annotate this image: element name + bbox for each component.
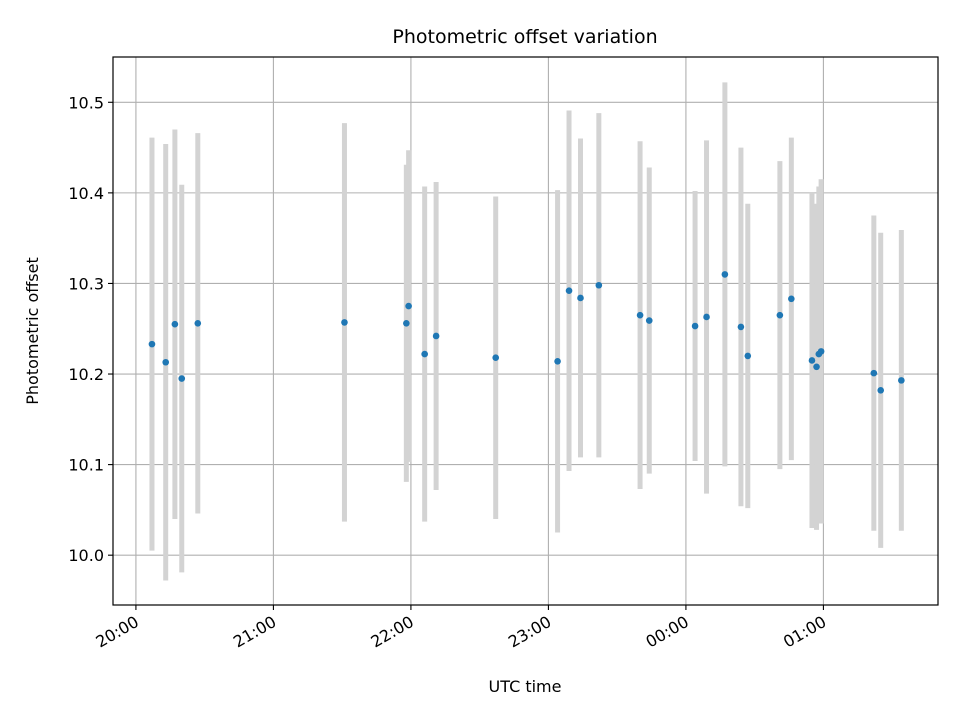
data-point xyxy=(432,332,440,340)
y-tick-label: 10.4 xyxy=(68,184,104,203)
y-tick-label: 10.5 xyxy=(68,93,104,112)
data-point xyxy=(421,350,428,358)
data-point xyxy=(744,352,752,360)
data-point xyxy=(341,319,348,326)
data-point xyxy=(721,271,729,278)
data-point xyxy=(492,354,500,362)
data-point xyxy=(405,302,412,310)
data-point xyxy=(870,369,878,377)
data-point xyxy=(703,313,710,321)
data-point xyxy=(898,377,905,384)
y-tick-label: 10.3 xyxy=(68,274,104,293)
data-point xyxy=(554,358,561,365)
data-point xyxy=(636,311,644,319)
data-point xyxy=(577,294,584,302)
data-point xyxy=(813,363,820,371)
data-point xyxy=(776,311,784,319)
data-point xyxy=(403,320,410,327)
data-point xyxy=(162,358,170,366)
data-point xyxy=(788,295,795,303)
chart-title: Photometric offset variation xyxy=(392,26,657,48)
y-tick-label: 10.1 xyxy=(68,456,104,475)
data-point xyxy=(645,317,653,324)
data-points xyxy=(148,271,905,394)
data-point xyxy=(817,348,825,355)
data-point xyxy=(148,340,156,348)
y-axis-title: Photometric offset xyxy=(23,257,42,405)
y-axis-ticks: 10.0 10.1 10.2 10.3 10.4 10.5 xyxy=(68,93,113,565)
data-point xyxy=(171,320,179,328)
x-axis-title: UTC time xyxy=(489,677,562,696)
data-point xyxy=(691,322,699,330)
data-point xyxy=(737,323,745,331)
data-point xyxy=(565,287,573,294)
plot-frame xyxy=(112,56,939,606)
data-point xyxy=(595,281,603,289)
data-point xyxy=(808,357,816,364)
y-tick-label: 10.2 xyxy=(68,365,104,384)
data-point xyxy=(178,375,186,382)
data-point xyxy=(877,387,885,394)
y-tick-label: 10.0 xyxy=(68,546,104,565)
data-point xyxy=(194,320,202,327)
